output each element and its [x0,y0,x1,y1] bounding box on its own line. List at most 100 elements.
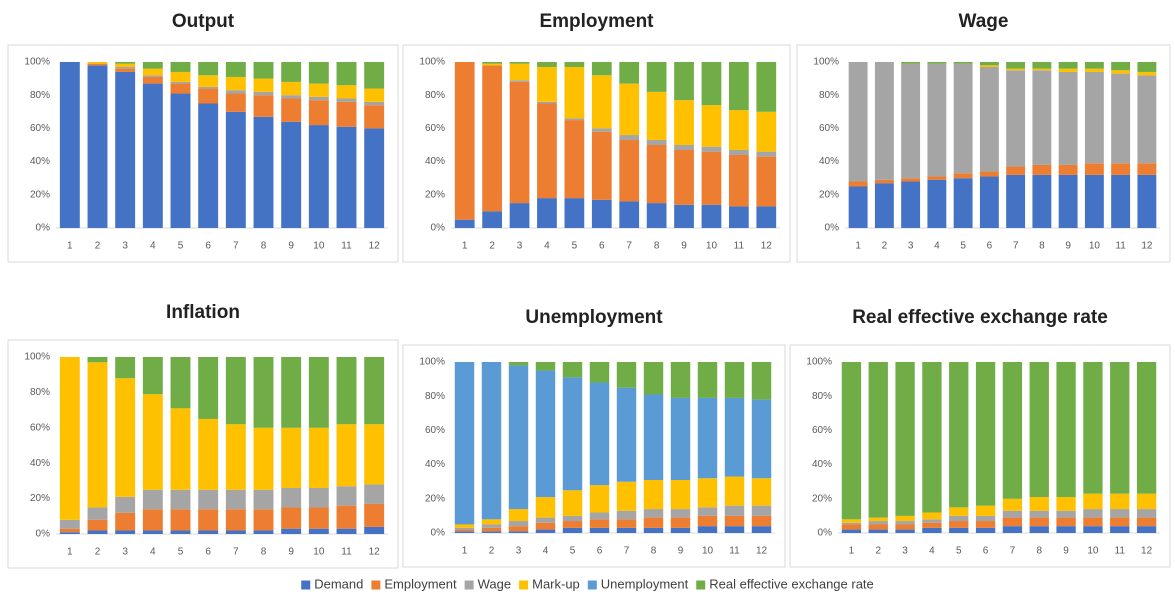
x-tick-label: 5 [178,241,184,252]
bar-segment [281,121,302,228]
bar-segment [756,151,777,157]
x-tick-label: 10 [1089,241,1101,252]
bar-segment [927,179,947,228]
bar-segment [170,71,191,82]
bar-segment [562,521,583,528]
bar-segment [115,496,136,513]
bar-segment [364,503,385,527]
bar-segment [646,140,667,145]
x-tick-label: 2 [882,241,888,252]
bar-segment [115,71,136,229]
bar-segment [724,515,745,527]
bar-segment [59,62,80,228]
x-tick-label: 11 [341,547,352,558]
bar-segment [253,489,274,510]
bar-segment [949,507,969,516]
x-tick-label: 5 [572,241,578,252]
x-tick-label: 7 [626,241,632,252]
bar-segment [564,120,585,199]
bar-segment [115,66,136,69]
bar-segment [253,509,274,531]
bar-segment [975,362,996,506]
x-tick-label: 8 [261,547,267,558]
y-tick-label: 40% [30,156,50,167]
bar-segment [198,86,219,89]
bar-segment [87,362,108,508]
bar-segment [729,154,749,207]
bar-segment [253,357,274,428]
bar-segment [1110,362,1130,494]
bar-segment [508,365,529,510]
bar-segment [535,370,556,498]
bar-segment [509,63,530,81]
bar-segment [901,181,921,228]
legend-swatch [696,580,706,590]
bar-segment [308,487,329,508]
bar-segment [1056,517,1076,527]
bar-segment [848,181,868,187]
legend-label: Wage [478,576,511,591]
bar-segment [1084,68,1104,72]
bar-segment [562,490,583,516]
x-tick-label: 3 [122,547,128,558]
x-tick-label: 6 [599,241,605,252]
bar-segment [253,91,274,96]
x-tick-label: 4 [543,546,549,557]
bar-segment [364,526,385,534]
bar-segment [281,95,302,99]
bar-segment [643,517,664,528]
bar-segment [281,81,302,96]
bar-segment [225,93,246,112]
bar-segment [564,66,585,119]
bar-segment [253,62,274,79]
bar-segment [87,357,108,363]
bar-segment [1002,517,1023,527]
bar-segment [979,66,999,172]
bar-segment [198,530,219,534]
bar-segment [336,357,357,425]
y-tick-label: 40% [425,459,445,470]
x-tick-label: 9 [1063,546,1069,557]
bar-segment [724,397,745,477]
bar-segment [1136,526,1157,533]
x-tick-label: 9 [678,546,684,557]
bar-segment [975,505,996,516]
bar-segment [895,529,915,533]
bar-segment [481,527,502,532]
chart-title: Inflation [166,302,240,323]
bar-segment [482,65,502,212]
bar-segment [874,62,894,180]
bar-segment [701,151,722,205]
bar-segment [1083,509,1103,518]
bar-segment [1083,493,1103,510]
bar-segment [481,519,502,525]
bar-segment [589,362,610,383]
bar-segment [619,83,640,136]
bar-segment [364,62,385,89]
bar-segment [591,128,612,132]
bar-segment [482,211,502,228]
bar-segment [308,357,329,428]
bar-segment [509,62,530,64]
x-tick-label: 7 [624,546,630,557]
bar-segment [1056,510,1076,518]
x-tick-label: 5 [570,546,576,557]
bar-segment [198,357,219,419]
bar-segment [729,62,749,111]
bar-segment [535,529,556,533]
bar-segment [701,146,722,152]
bar-segment [589,485,610,513]
bar-segment [1136,509,1157,518]
bar-segment [170,83,191,94]
bar-segment [253,116,274,228]
x-tick-label: 12 [369,547,381,558]
bar-segment [336,528,357,534]
x-tick-label: 8 [654,241,660,252]
bar-segment [115,512,136,531]
bar-segment [1002,498,1023,511]
y-tick-label: 80% [30,90,50,101]
x-tick-label: 12 [1141,546,1153,557]
chart-title: Employment [539,11,654,32]
x-tick-label: 7 [1010,546,1016,557]
bar-segment [1006,174,1026,228]
